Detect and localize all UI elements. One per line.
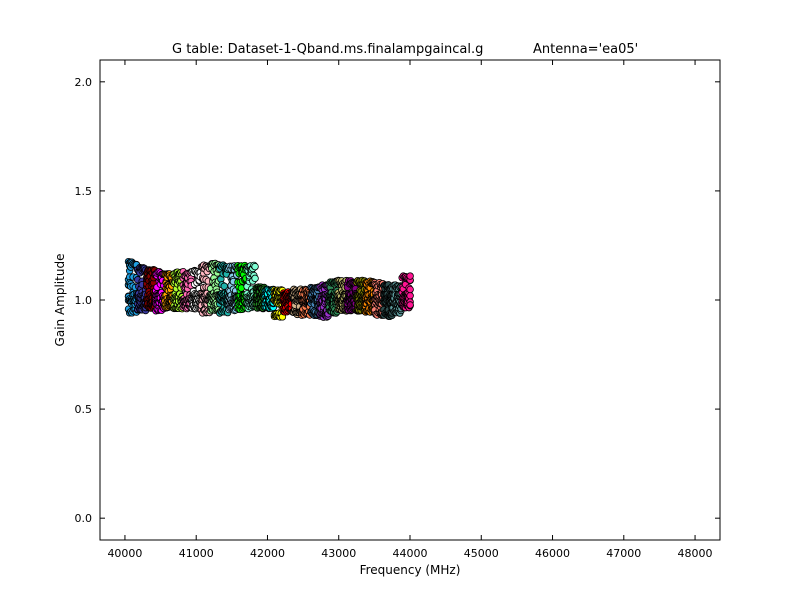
data-point [251, 274, 259, 283]
y-tick-label: 1.0 [75, 294, 93, 307]
x-tick-label: 45000 [464, 547, 499, 560]
data-point [406, 301, 414, 309]
x-tick-label: 44000 [393, 547, 428, 560]
y-tick-label: 0.5 [75, 403, 93, 416]
x-tick-label: 42000 [250, 547, 285, 560]
x-tick-label: 47000 [606, 547, 641, 560]
y-tick-label: 2.0 [75, 76, 93, 89]
x-tick-label: 41000 [179, 547, 214, 560]
x-tick-label: 43000 [321, 547, 356, 560]
data-points [124, 257, 414, 321]
data-point [406, 272, 414, 280]
chart-subtitle: Antenna='ea05' [533, 42, 638, 57]
x-axis-label: Frequency (MHz) [360, 563, 461, 577]
data-point [251, 262, 259, 271]
data-point [406, 285, 414, 294]
x-tick-label: 40000 [107, 547, 142, 560]
axis-ticks: 40000 41000 42000 43000 44000 45000 46000 47000… [75, 60, 720, 560]
chart-title: G table: Dataset-1-Qband.ms.finalampgain… [172, 42, 483, 57]
y-tick-label: 1.5 [75, 185, 93, 198]
x-tick-label: 46000 [535, 547, 570, 560]
data-point [406, 292, 414, 300]
x-tick-label: 48000 [678, 547, 713, 560]
y-axis-label: Gain Amplitude [53, 254, 67, 347]
y-tick-label: 0.0 [75, 512, 93, 525]
